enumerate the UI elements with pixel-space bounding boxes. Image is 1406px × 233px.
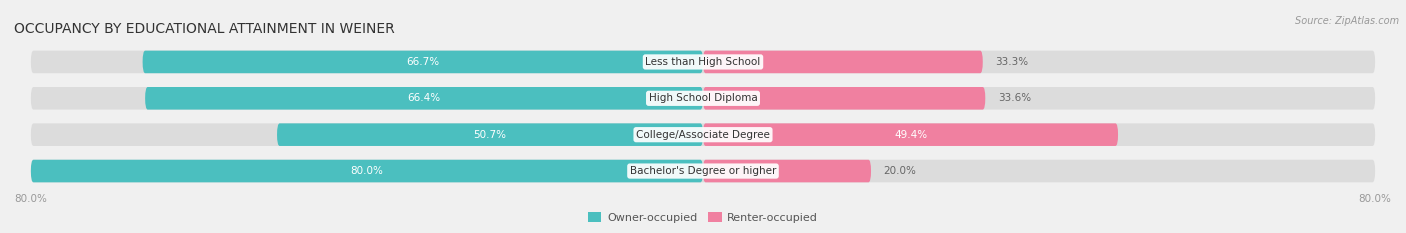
Text: 33.3%: 33.3% [995, 57, 1029, 67]
Text: 49.4%: 49.4% [894, 130, 927, 140]
Text: OCCUPANCY BY EDUCATIONAL ATTAINMENT IN WEINER: OCCUPANCY BY EDUCATIONAL ATTAINMENT IN W… [14, 22, 395, 37]
FancyBboxPatch shape [142, 51, 703, 73]
FancyBboxPatch shape [31, 123, 1375, 146]
FancyBboxPatch shape [145, 87, 703, 110]
FancyBboxPatch shape [31, 51, 1375, 73]
Text: Source: ZipAtlas.com: Source: ZipAtlas.com [1295, 16, 1399, 26]
Legend: Owner-occupied, Renter-occupied: Owner-occupied, Renter-occupied [583, 208, 823, 227]
Text: 50.7%: 50.7% [474, 130, 506, 140]
FancyBboxPatch shape [31, 160, 703, 182]
FancyBboxPatch shape [703, 87, 986, 110]
FancyBboxPatch shape [277, 123, 703, 146]
Text: 66.4%: 66.4% [408, 93, 440, 103]
Text: 33.6%: 33.6% [998, 93, 1031, 103]
Text: 80.0%: 80.0% [350, 166, 384, 176]
FancyBboxPatch shape [703, 160, 872, 182]
Text: Bachelor's Degree or higher: Bachelor's Degree or higher [630, 166, 776, 176]
FancyBboxPatch shape [703, 51, 983, 73]
Text: Less than High School: Less than High School [645, 57, 761, 67]
FancyBboxPatch shape [703, 123, 1118, 146]
Text: 66.7%: 66.7% [406, 57, 439, 67]
Text: 20.0%: 20.0% [883, 166, 917, 176]
Text: High School Diploma: High School Diploma [648, 93, 758, 103]
FancyBboxPatch shape [31, 87, 1375, 110]
Text: College/Associate Degree: College/Associate Degree [636, 130, 770, 140]
FancyBboxPatch shape [31, 160, 1375, 182]
